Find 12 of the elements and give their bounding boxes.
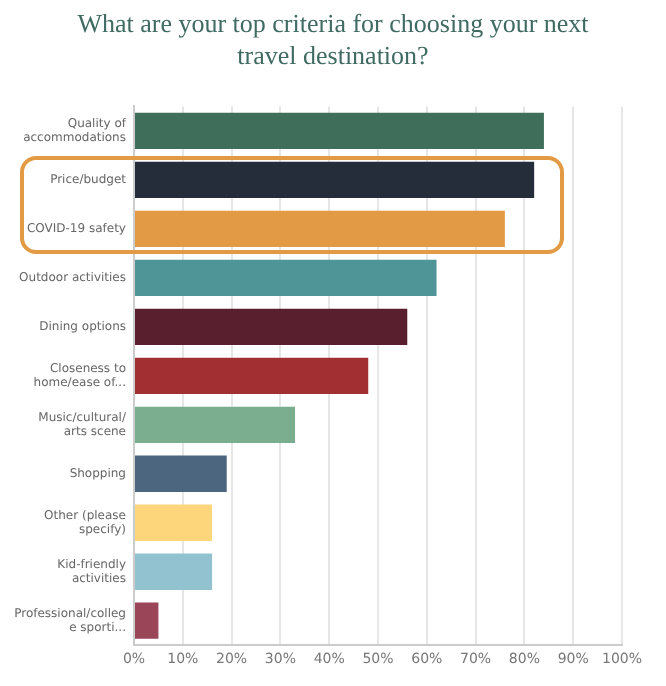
bar — [135, 504, 213, 541]
bar — [135, 112, 544, 150]
bar — [135, 161, 535, 199]
bar — [135, 210, 505, 247]
bar — [135, 357, 369, 394]
bar — [135, 553, 213, 590]
bar — [135, 602, 159, 639]
bar — [135, 455, 227, 492]
bar — [135, 259, 437, 296]
bar — [135, 406, 296, 443]
bar — [135, 308, 408, 345]
chart-title: What are your top criteria for choosing your next travel destination? — [75, 8, 591, 72]
